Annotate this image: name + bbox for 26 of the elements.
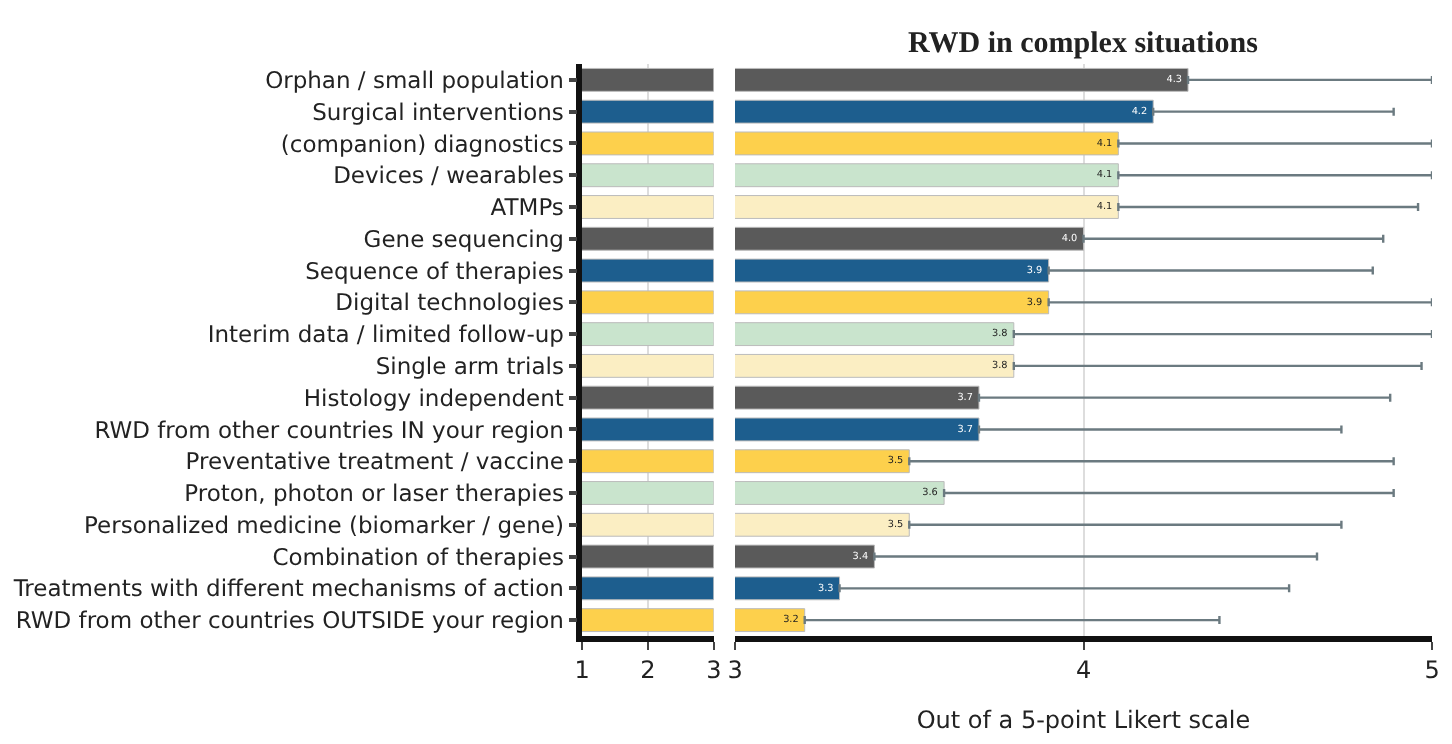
y-tick-label: Proton, photon or laser therapies — [184, 479, 564, 508]
y-tick-label: Surgical interventions — [312, 97, 564, 126]
y-tick-label: Digital technologies — [335, 288, 564, 317]
y-tick-label: Preventative treatment / vaccine — [185, 447, 564, 476]
y-tick-label: Devices / wearables — [333, 161, 564, 190]
x-tick-label: 3 — [727, 656, 743, 685]
y-tick-label: Combination of therapies — [272, 542, 564, 571]
y-tick-label: Single arm trials — [375, 351, 564, 380]
y-tick-label: RWD from other countries OUTSIDE your region — [15, 606, 564, 635]
y-tick-label: ATMPs — [490, 193, 564, 222]
x-tick-label: 2 — [640, 656, 656, 685]
y-tick-label: Sequence of therapies — [305, 256, 564, 285]
x-tick-label: 1 — [574, 656, 590, 685]
y-tick-label: Interim data / limited follow-up — [207, 320, 564, 349]
chart-title: RWD in complex situations — [908, 28, 1259, 60]
x-tick-label: 5 — [1424, 656, 1440, 685]
y-tick-label: Orphan / small population — [265, 65, 564, 94]
x-tick-label: 4 — [1075, 656, 1092, 685]
y-tick-label: Treatments with different mechanisms of action — [11, 574, 564, 603]
y-tick-label: Gene sequencing — [363, 224, 564, 253]
y-tick-label: Personalized medicine (biomarker / gene) — [84, 510, 564, 539]
y-tick-label: RWD from other countries IN your region — [94, 415, 564, 444]
y-tick-label: Histology independent — [303, 383, 565, 412]
x-tick-label: 3 — [706, 656, 722, 685]
y-tick-label: (companion) diagnostics — [280, 129, 564, 158]
x-axis-title: Out of a 5-point Likert scale — [916, 706, 1251, 735]
